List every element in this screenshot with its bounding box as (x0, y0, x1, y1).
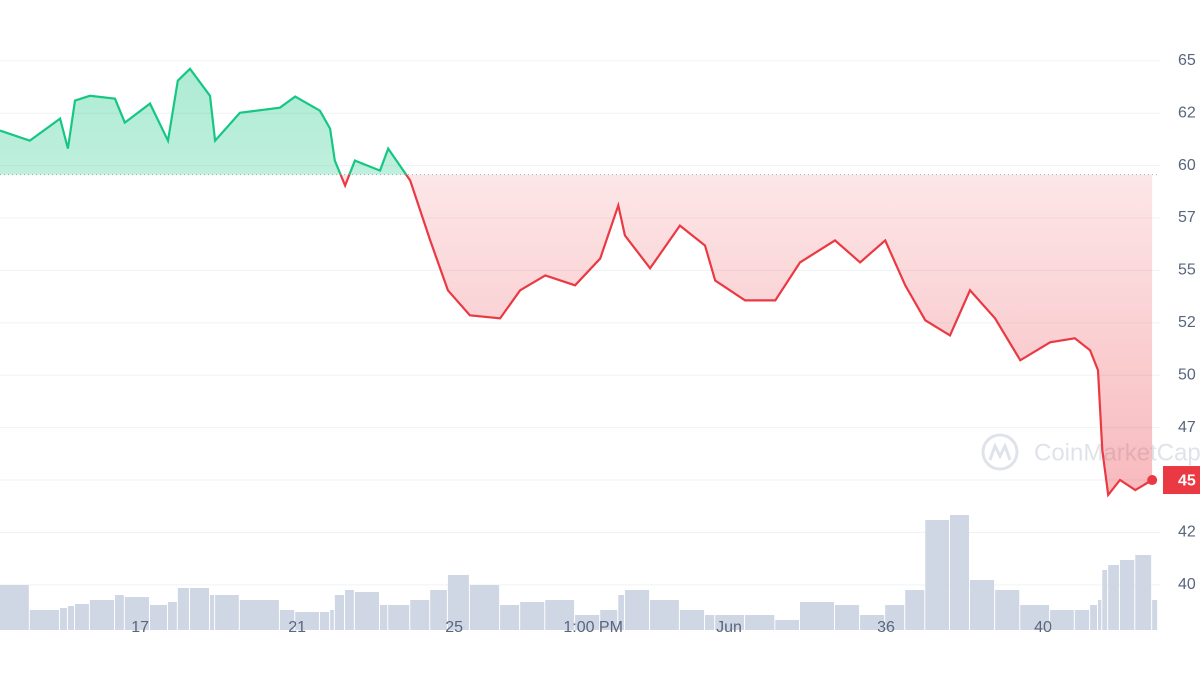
volume-bar (189, 588, 210, 630)
volume-bar (925, 520, 949, 630)
area-up (0, 68, 1153, 175)
y-tick-label: 65 (1178, 52, 1196, 69)
volume-bar (345, 590, 354, 630)
volume-bar (1135, 555, 1152, 630)
y-tick-label: 40 (1178, 576, 1196, 593)
volume-bar (430, 590, 447, 630)
volume-bar (115, 595, 124, 630)
y-tick-label: 50 (1178, 366, 1196, 383)
volume-bar (949, 515, 970, 630)
y-tick-label: 60 (1178, 157, 1196, 174)
volume-bar (330, 610, 334, 630)
volume-bar (1152, 600, 1158, 630)
x-tick-label: 40 (1034, 619, 1052, 636)
volume-bar (705, 615, 715, 630)
volume-bar (860, 615, 885, 630)
volume-bar (1102, 570, 1108, 630)
x-tick-label: 25 (445, 619, 463, 636)
volume-bar (279, 610, 295, 630)
volume-bar (1108, 565, 1119, 630)
volume-bar (715, 615, 745, 630)
x-tick-label: 1:00 PM (563, 619, 623, 636)
volume-bar (1119, 560, 1135, 630)
volume-bar (388, 605, 410, 630)
volume-bar (500, 605, 520, 630)
volume-bar (215, 595, 239, 630)
volume-bar (60, 608, 67, 630)
volume-bar (319, 612, 330, 630)
x-tick-label: Jun (716, 619, 742, 636)
volume-bar (650, 600, 679, 630)
volume-bar (624, 590, 650, 630)
volume-bar (149, 605, 168, 630)
x-tick-label: 36 (877, 619, 895, 636)
x-tick-label: 17 (131, 619, 149, 636)
y-tick-label: 55 (1178, 262, 1196, 279)
last-point (1147, 475, 1158, 486)
volume-bar (379, 605, 388, 630)
y-tick-label: 42 (1178, 524, 1196, 541)
volume-bar (834, 605, 860, 630)
volume-bar (520, 602, 545, 630)
volume-bar (1020, 605, 1050, 630)
y-tick-label: 52 (1178, 314, 1196, 331)
volume-bar (545, 600, 575, 630)
volume-bar (745, 615, 775, 630)
volume-bar (1050, 610, 1074, 630)
x-tick-label: 21 (288, 619, 306, 636)
watermark: CoinMarketCap (981, 433, 1200, 471)
volume-bar (1090, 605, 1097, 630)
volume-bar (210, 595, 215, 630)
volume-bar (995, 590, 1020, 630)
volume-bar (679, 610, 705, 630)
volume-bar (469, 585, 500, 630)
volume-bar (74, 604, 89, 630)
volume-bar (124, 597, 149, 630)
volume-bar (1074, 610, 1090, 630)
volume-bar (618, 595, 624, 630)
volume-bar (1097, 600, 1102, 630)
volume-bar (29, 610, 60, 630)
y-tick-label: 47 (1178, 419, 1196, 436)
volume-bar (0, 585, 29, 630)
volume-bar (67, 606, 74, 630)
volume-bar (295, 612, 319, 630)
volume-bar (775, 620, 800, 630)
price-line-up (0, 67, 408, 175)
volume-bar (800, 602, 834, 630)
price-line-down (339, 174, 1153, 498)
volume-bar (168, 602, 177, 630)
volume-bar (239, 600, 279, 630)
volume-bar (575, 615, 600, 630)
volume-bar (905, 590, 925, 630)
volume-bar (410, 600, 430, 630)
volume-bar (447, 575, 469, 630)
y-tick-label: 57 (1178, 209, 1196, 226)
volume-bar (970, 580, 995, 630)
volume-bar (600, 610, 618, 630)
volume-bar (177, 588, 189, 630)
price-tag (1163, 466, 1200, 495)
price-tag-label: 45 (1178, 472, 1196, 489)
area-down (340, 174, 1153, 495)
volume-bar (89, 600, 115, 630)
volume-bar (354, 592, 379, 630)
y-tick-label: 62 (1178, 104, 1196, 121)
volume-bar (885, 605, 905, 630)
volume-bar (334, 595, 345, 630)
